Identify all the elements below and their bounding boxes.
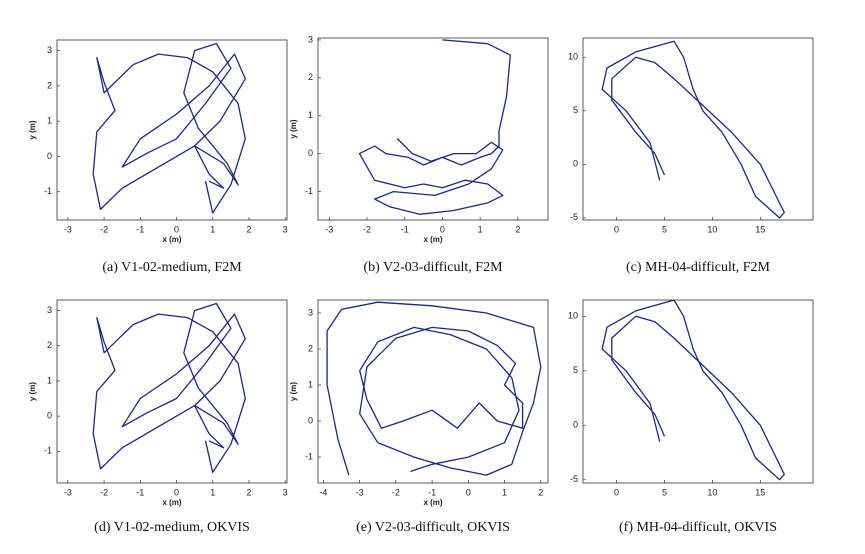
y-tick-label: 5 — [573, 105, 578, 115]
x-tick-label: -3 — [325, 224, 333, 234]
y-tick-label: -1 — [305, 186, 313, 196]
y-tick-label: 0 — [573, 420, 578, 430]
x-tick-label: 0 — [614, 487, 619, 497]
x-tick-label: -2 — [100, 224, 108, 234]
x-tick-label: -1 — [136, 224, 144, 234]
x-tick-label: 0 — [174, 224, 179, 234]
x-tick-label: 1 — [478, 224, 483, 234]
plot-clip — [92, 302, 246, 474]
x-tick-label: 15 — [755, 224, 765, 234]
y-tick-label: 3 — [308, 307, 313, 317]
y-axis-label: y (m) — [28, 382, 37, 401]
x-tick-label: 2 — [246, 224, 251, 234]
y-axis-label: y (m) — [289, 119, 298, 138]
y-tick-label: 3 — [47, 45, 52, 55]
y-tick-label: 2 — [47, 340, 52, 350]
x-tick-label: 0 — [440, 224, 445, 234]
plot-frame — [56, 39, 288, 221]
x-tick-label: -1 — [428, 487, 436, 497]
y-tick-label: 5 — [573, 365, 578, 375]
x-tick-label: 3 — [283, 487, 288, 497]
y-tick-label: 3 — [308, 34, 313, 44]
plot-clip — [92, 42, 246, 214]
x-tick-label: 5 — [662, 487, 667, 497]
plot-frame — [582, 299, 814, 484]
x-tick-label: -3 — [64, 487, 72, 497]
y-tick-label: 1 — [47, 375, 52, 385]
x-tick-label: -4 — [319, 487, 327, 497]
plot-clip — [358, 39, 511, 215]
x-tick-label: 1 — [210, 487, 215, 497]
caption: (d) V1-02-medium, OKVIS — [94, 520, 250, 535]
x-tick-label: 2 — [246, 487, 251, 497]
plot-frame — [317, 37, 549, 221]
y-tick-label: 2 — [308, 72, 313, 82]
y-tick-label: -1 — [44, 446, 52, 456]
x-tick-label: -1 — [401, 224, 409, 234]
plot-frame — [56, 299, 288, 484]
y-axis-label: y (m) — [289, 382, 298, 401]
x-tick-label: 2 — [515, 224, 520, 234]
x-tick-label: 1 — [502, 487, 507, 497]
x-tick-label: 10 — [707, 487, 717, 497]
trajectory — [358, 39, 511, 215]
y-tick-label: 1 — [47, 116, 52, 126]
x-tick-label: -3 — [356, 487, 364, 497]
x-axis-label: x (m) — [162, 498, 181, 507]
plot-frame — [582, 37, 814, 221]
x-tick-label: 0 — [466, 487, 471, 497]
caption: (f) MH-04-difficult, OKVIS — [619, 520, 777, 535]
y-tick-label: 0 — [308, 415, 313, 425]
x-axis-label: x (m) — [423, 498, 442, 507]
plot-frame — [317, 299, 549, 484]
x-tick-label: 3 — [283, 224, 288, 234]
y-tick-label: 0 — [573, 159, 578, 169]
y-tick-label: 3 — [47, 305, 52, 315]
x-tick-label: 5 — [662, 224, 667, 234]
trajectory — [92, 302, 246, 474]
x-tick-label: -2 — [392, 487, 400, 497]
y-axis-label: y (m) — [28, 120, 37, 139]
plot-clip — [601, 300, 785, 481]
y-tick-label: -1 — [305, 451, 313, 461]
caption: (e) V2-03-difficult, OKVIS — [356, 520, 510, 535]
x-axis-label: x (m) — [162, 235, 181, 244]
x-tick-label: -3 — [64, 224, 72, 234]
y-tick-label: 0 — [47, 411, 52, 421]
trajectory — [601, 300, 785, 481]
x-tick-label: 0 — [174, 487, 179, 497]
caption: (a) V1-02-medium, F2M — [102, 260, 242, 275]
x-tick-label: -1 — [136, 487, 144, 497]
y-tick-label: -5 — [570, 474, 578, 484]
x-tick-label: 0 — [614, 224, 619, 234]
trajectory — [601, 40, 785, 219]
caption: (c) MH-04-difficult, F2M — [626, 260, 771, 275]
y-tick-label: -5 — [570, 212, 578, 222]
y-tick-label: 10 — [568, 311, 578, 321]
plot-clip — [601, 40, 785, 219]
y-tick-label: -1 — [44, 186, 52, 196]
x-tick-label: -2 — [100, 487, 108, 497]
x-tick-label: 2 — [538, 487, 543, 497]
caption: (b) V2-03-difficult, F2M — [363, 260, 503, 275]
y-tick-label: 0 — [308, 148, 313, 158]
x-axis-label: x (m) — [423, 235, 442, 244]
y-tick-label: 10 — [568, 52, 578, 62]
y-tick-label: 2 — [47, 80, 52, 90]
x-tick-label: -2 — [363, 224, 371, 234]
x-tick-label: 1 — [210, 224, 215, 234]
trajectory — [326, 301, 542, 476]
y-tick-label: 2 — [308, 343, 313, 353]
y-tick-label: 0 — [47, 151, 52, 161]
y-tick-label: 1 — [308, 379, 313, 389]
x-tick-label: 10 — [707, 224, 717, 234]
trajectory — [92, 42, 246, 214]
y-tick-label: 1 — [308, 110, 313, 120]
x-tick-label: 15 — [755, 487, 765, 497]
plot-clip — [326, 301, 542, 476]
